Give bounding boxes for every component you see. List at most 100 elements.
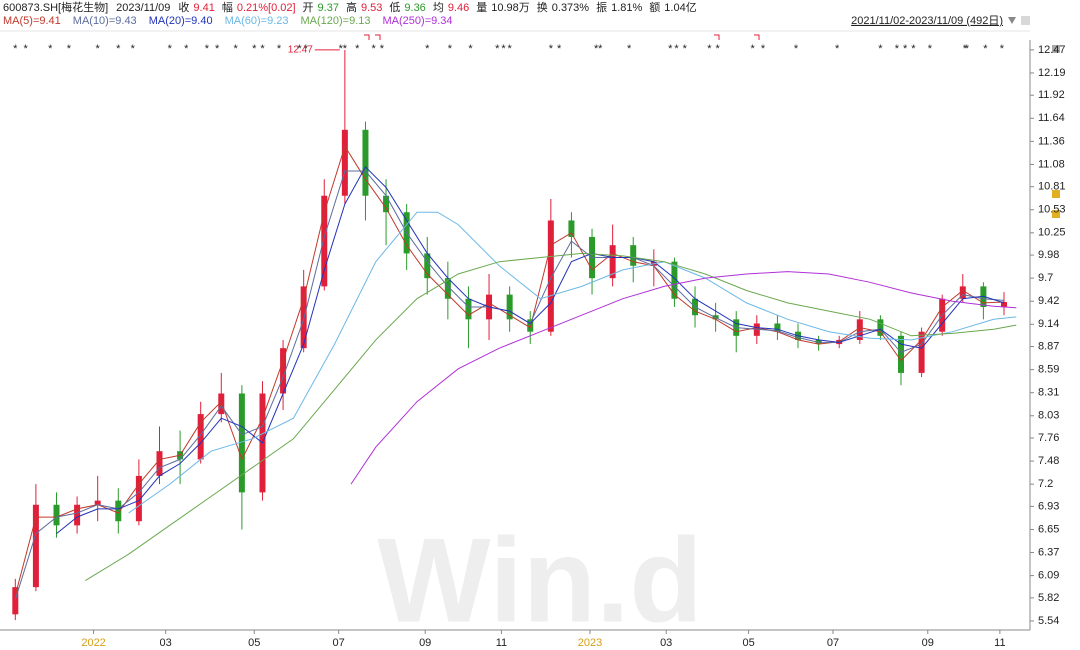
y-tick-label: 8.31 (1038, 387, 1059, 399)
candle-body (547, 220, 554, 332)
candle-body (774, 323, 781, 332)
candle-body (300, 286, 307, 349)
event-marker: * (13, 43, 18, 55)
field-value: 9.46 (448, 2, 469, 14)
event-marker: * (252, 43, 257, 55)
event-marker: * (751, 43, 756, 55)
event-marker: * (339, 43, 344, 55)
ma-line (56, 166, 1005, 534)
event-marker: * (683, 43, 688, 55)
event-marker: * (761, 43, 766, 55)
candle-body (115, 500, 122, 522)
candle-body (53, 504, 60, 526)
event-marker: * (260, 43, 265, 55)
y-tick-label: 8.03 (1038, 410, 1059, 422)
candle-body (630, 245, 637, 266)
icon[interactable] (1052, 45, 1060, 53)
date-range[interactable]: 2021/11/02-2023/11/09 (492日) (851, 15, 1003, 27)
x-tick-label: 09 (922, 637, 934, 649)
event-marker: * (674, 43, 679, 55)
event-marker: * (380, 43, 385, 55)
event-marker: * (468, 43, 473, 55)
x-tick-label: 07 (333, 637, 345, 649)
event-marker: * (707, 43, 712, 55)
event-marker: * (131, 43, 136, 55)
x-tick-label: 07 (827, 637, 839, 649)
candle-body (74, 504, 81, 526)
date: 2023/11/09 (116, 2, 170, 14)
event-marker: * (372, 43, 377, 55)
y-tick-label: 8.87 (1038, 340, 1059, 352)
candle-body (424, 253, 431, 279)
icon[interactable] (1052, 210, 1060, 218)
event-flag (364, 34, 760, 40)
event-marker: * (835, 43, 840, 55)
candle-body (383, 195, 390, 213)
legend-entry: MA(10)=9.43 (73, 15, 137, 27)
icon[interactable] (1052, 190, 1060, 198)
y-tick-label: 9.98 (1038, 249, 1059, 261)
candle-body (1000, 302, 1007, 307)
field-value: 9.36 (404, 2, 425, 14)
x-tick-label: 03 (660, 637, 672, 649)
event-marker: * (168, 43, 173, 55)
candle-body (280, 348, 287, 394)
event-marker: * (911, 43, 916, 55)
event-marker: * (205, 43, 210, 55)
candle-body (506, 294, 513, 320)
event-marker: * (508, 43, 513, 55)
candle-body (218, 393, 225, 415)
candle-body (568, 220, 575, 237)
event-marker: * (448, 43, 453, 55)
y-tick-label: 6.65 (1038, 523, 1059, 535)
y-tick-label: 9.7 (1038, 272, 1053, 284)
event-marker: * (928, 43, 933, 55)
candle-body (197, 414, 204, 460)
y-tick-label: 7.2 (1038, 478, 1053, 490)
candle-body (321, 195, 328, 287)
field-label: 开 (303, 2, 314, 14)
candle-body (671, 261, 678, 299)
field-label: 振 (596, 0, 607, 14)
event-marker: * (549, 43, 554, 55)
x-tick-label: 2022 (81, 637, 105, 649)
field-value: 0.21%[0.02] (237, 2, 296, 14)
y-tick-label: 6.93 (1038, 500, 1059, 512)
y-tick-label: 10.81 (1038, 181, 1066, 193)
event-marker: * (903, 43, 908, 55)
field-label: 收 (178, 0, 189, 14)
icon[interactable] (1021, 16, 1030, 25)
candle-body (877, 319, 884, 336)
event-marker: * (67, 43, 72, 55)
field-value: 9.53 (361, 2, 382, 14)
candle-body (362, 129, 369, 196)
event-marker: * (277, 43, 282, 55)
event-marker: * (304, 43, 309, 55)
event-marker: * (48, 43, 53, 55)
y-tick-label: 12.19 (1038, 67, 1066, 79)
field-label: 换 (537, 0, 548, 14)
y-tick-label: 5.54 (1038, 615, 1059, 627)
candle-body (856, 319, 863, 340)
ma-line (14, 145, 1005, 596)
legend-entry: MA(20)=9.40 (149, 15, 213, 27)
field-label: 低 (389, 1, 400, 14)
event-marker: * (355, 43, 360, 55)
field-label: 幅 (222, 1, 233, 14)
event-marker: * (983, 43, 988, 55)
field-value: 1.81% (611, 2, 642, 14)
event-marker: * (594, 43, 599, 55)
y-tick-label: 11.64 (1038, 112, 1065, 124)
y-tick-label: 11.92 (1038, 89, 1065, 101)
y-tick-label: 5.82 (1038, 592, 1059, 604)
dropdown[interactable] (1008, 17, 1016, 24)
candle-body (238, 393, 245, 493)
event-marker: * (343, 43, 348, 55)
candle-body (918, 331, 925, 373)
event-marker: * (184, 43, 189, 55)
event-marker: * (557, 43, 562, 55)
legend-entry: MA(120)=9.13 (301, 15, 371, 27)
y-tick-label: 9.14 (1038, 318, 1059, 330)
ma-line (350, 271, 1017, 485)
